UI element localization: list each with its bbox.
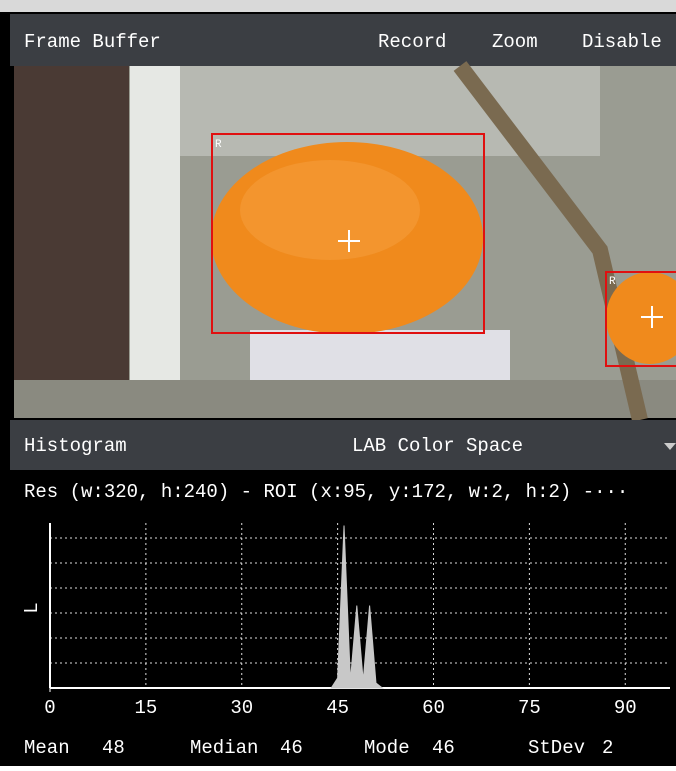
zoom-button[interactable]: Zoom	[492, 31, 538, 53]
x-tick-label: 15	[134, 697, 157, 719]
stat-label: Mean	[24, 737, 70, 759]
scene-shelf	[130, 66, 180, 418]
stat-value: 46	[432, 737, 455, 759]
x-tick-label: 30	[230, 697, 253, 719]
color-space-select[interactable]: LAB Color Space	[352, 435, 523, 457]
roi-label: R	[215, 139, 222, 151]
stat-label: StDev	[528, 737, 585, 759]
frame-image: R R	[14, 66, 676, 420]
x-tick-label: 75	[518, 697, 541, 719]
scene-papers	[250, 330, 510, 380]
stat-label: Median	[190, 737, 258, 759]
stat-value: 46	[280, 737, 303, 759]
y-axis-label: L	[21, 602, 43, 613]
stat-value: 2	[602, 737, 613, 759]
disable-button[interactable]: Disable	[582, 31, 662, 53]
record-button[interactable]: Record	[378, 31, 446, 53]
orange-highlight	[240, 160, 420, 260]
x-tick-label: 60	[422, 697, 445, 719]
scene-wall	[14, 66, 129, 418]
toolbar-title: Frame Buffer	[24, 31, 161, 53]
scene-floor	[14, 380, 676, 418]
stat-label: Mode	[364, 737, 410, 759]
info-line: Res (w:320, h:240) - ROI (x:95, y:172, w…	[24, 481, 628, 503]
histogram-title: Histogram	[24, 435, 127, 457]
x-tick-label: 45	[326, 697, 349, 719]
stat-value: 48	[102, 737, 125, 759]
openmv-panel: Frame Buffer Record Zoom Disable R R His…	[0, 0, 676, 766]
scene-back	[180, 66, 600, 156]
top-strip	[0, 0, 676, 12]
roi-label: R	[609, 276, 616, 288]
x-tick-label: 90	[614, 697, 637, 719]
x-tick-label: 0	[44, 697, 55, 719]
